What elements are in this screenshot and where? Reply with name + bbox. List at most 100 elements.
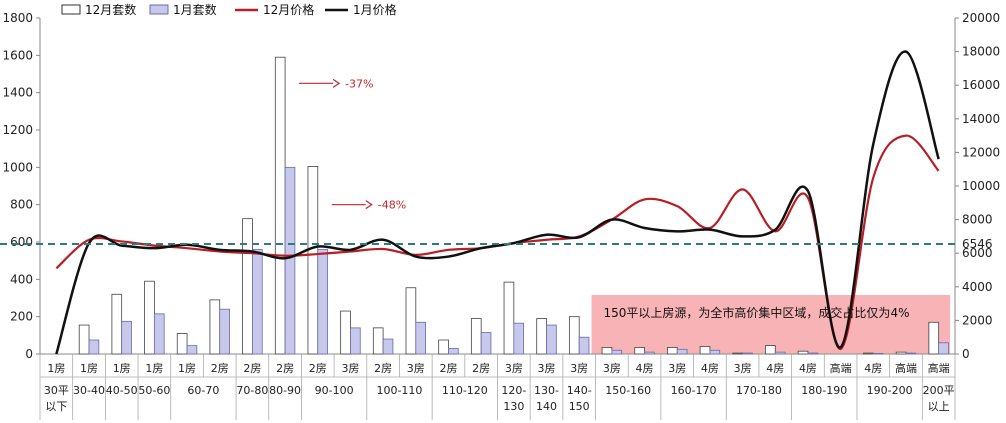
- right-tick-label: 18000: [962, 45, 1000, 59]
- x-area-label: 30-40: [73, 384, 105, 397]
- bar-dec-count: [176, 333, 188, 355]
- left-tick-label: 400: [10, 272, 33, 286]
- left-tick-label: 1400: [2, 86, 33, 100]
- x-room-label: 3房: [668, 362, 686, 375]
- right-tick-label: 10000: [962, 179, 1000, 193]
- bar-dec-count: [797, 350, 809, 355]
- x-area-label: 100-110: [376, 384, 422, 397]
- bar-dec-count: [765, 345, 776, 355]
- bar-dec-count: [699, 346, 711, 355]
- bar-jan-count: [219, 308, 230, 355]
- x-room-label: 4房: [766, 362, 784, 375]
- annotation-label: -37%: [345, 77, 373, 90]
- left-tick-label: 200: [10, 310, 33, 324]
- bar-dec-count: [503, 281, 515, 355]
- right-y-axis: 0 2000 4000 6000 8000 10000 12000 14000 16000 180…: [954, 11, 1000, 361]
- bar-dec-count: [340, 310, 351, 355]
- x-area-label: 以下: [45, 400, 67, 413]
- bar-jan-count: [742, 352, 753, 355]
- bar-jan-count: [709, 349, 721, 355]
- line-jan-price: [55, 50, 940, 355]
- line-series: [55, 50, 940, 355]
- x-room-label: 4房: [864, 362, 882, 375]
- bar-dec-count: [895, 351, 907, 355]
- bar-dec-count: [144, 280, 155, 355]
- x-room-label: 2房: [439, 362, 457, 375]
- bar-dec-count: [928, 321, 940, 355]
- bar-jan-count: [513, 322, 525, 355]
- x-room-label: 高端: [928, 361, 950, 375]
- left-tick-label: 1000: [2, 160, 33, 174]
- x-room-label: 4房: [701, 362, 719, 375]
- x-room-label: 2房: [243, 362, 261, 375]
- x-room-label: 3房: [570, 362, 588, 375]
- x-room-label: 1房: [145, 362, 163, 375]
- x-area-label: 50-60: [138, 384, 170, 397]
- x-room-label: 3房: [734, 362, 752, 375]
- x-area-label: 70-80: [236, 384, 268, 397]
- annotations: -37% -48%: [299, 77, 406, 212]
- bar-jan-count: [905, 352, 917, 355]
- x-area-label: 40-50: [106, 384, 138, 397]
- x-area-label: 190-200: [867, 384, 913, 397]
- legend-swatch-dec-count: [61, 4, 81, 15]
- x-area-label: 150-160: [605, 384, 651, 397]
- x-room-label: 4房: [799, 362, 817, 375]
- bar-jan-count: [774, 351, 786, 355]
- bar-jan-count: [546, 324, 557, 355]
- bar-jan-count: [807, 352, 819, 355]
- x-area-label: 130-: [534, 384, 559, 397]
- x-room-label: 4房: [636, 362, 654, 375]
- x-room-label: 3房: [603, 362, 621, 375]
- x-area-label: 110-120: [442, 384, 488, 397]
- x-room-label: 1房: [47, 362, 65, 375]
- bar-dec-count: [634, 347, 645, 355]
- left-tick-label: 0: [25, 347, 33, 361]
- highlight-text: 150平以上房源，为全市高价集中区域，成交占比仅为4%: [604, 305, 910, 320]
- bar-dec-count: [307, 165, 319, 355]
- x-room-label: 3房: [341, 362, 359, 375]
- bar-jan-count: [448, 347, 459, 355]
- right-tick-label: 12000: [962, 145, 1000, 159]
- bar-jan-count: [611, 349, 623, 355]
- bar-jan-count: [644, 351, 655, 355]
- bar-dec-count: [372, 327, 384, 355]
- x-area-label: 180-190: [801, 384, 847, 397]
- bar-dec-count: [568, 316, 580, 355]
- legend-jan-count: 1月套数: [173, 2, 217, 17]
- x-area-label: 140-: [567, 384, 592, 397]
- x-room-label: 高端: [830, 361, 852, 375]
- legend-dec-count: 12月套数: [85, 2, 136, 17]
- bar-dec-count: [536, 318, 547, 355]
- annotation-arrowhead: [332, 78, 341, 88]
- x-area-label: 以上: [928, 400, 950, 413]
- left-tick-label: 600: [10, 235, 33, 249]
- x-room-label: 3房: [407, 362, 425, 375]
- bar-dec-count: [470, 318, 482, 355]
- bar-dec-count: [209, 299, 221, 355]
- right-tick-label: 16000: [962, 78, 1000, 92]
- x-area-label: 200平: [923, 384, 955, 397]
- bar-jan-count: [872, 353, 884, 355]
- bar-jan-count: [88, 339, 100, 355]
- bar-jan-count: [121, 320, 132, 355]
- bar-jan-count: [480, 332, 492, 355]
- legend: 12月套数 1月套数 12月价格 1月价格: [61, 2, 397, 17]
- annotation-label: -48%: [378, 199, 406, 212]
- annotation-arrowhead: [365, 200, 373, 210]
- left-tick-label: 1800: [2, 11, 33, 25]
- x-area-label: 60-70: [187, 384, 219, 397]
- legend-swatch-jan-count: [149, 4, 169, 15]
- x-room-label: 2房: [211, 362, 229, 375]
- left-tick-label: 1200: [2, 123, 33, 137]
- x-room-label: 2房: [472, 362, 490, 375]
- x-area-label: 160-170: [671, 384, 717, 397]
- right-tick-label: 14000: [962, 112, 1000, 126]
- bar-dec-count: [242, 218, 253, 355]
- bar-dec-count: [405, 287, 417, 355]
- x-room-label: 3房: [538, 362, 556, 375]
- x-area-label: 90-100: [315, 384, 354, 397]
- x-room-label: 2房: [309, 362, 327, 375]
- x-area-label: 130: [503, 400, 524, 413]
